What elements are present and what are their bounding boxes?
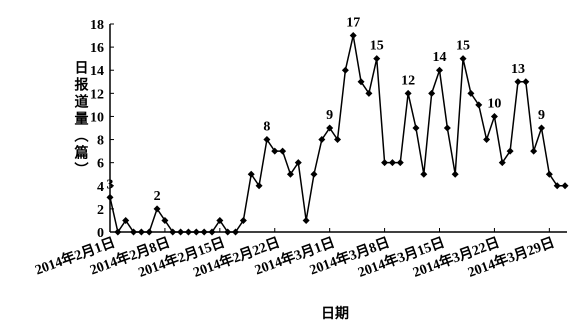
point [302, 216, 310, 224]
point [232, 228, 240, 236]
point [514, 78, 522, 86]
y-tick-label: 6 [97, 157, 104, 172]
point [365, 89, 373, 97]
point [239, 216, 247, 224]
point [530, 147, 538, 155]
y-tick-label: 0 [97, 226, 104, 241]
line [109, 35, 566, 234]
point [286, 170, 294, 178]
point [388, 159, 396, 167]
point [553, 182, 561, 190]
point [483, 136, 491, 144]
value-label: 9 [538, 108, 545, 123]
value-label: 14 [433, 50, 447, 65]
y-tick-label: 2 [97, 203, 104, 218]
point [263, 136, 271, 144]
point [381, 159, 389, 167]
point [498, 159, 506, 167]
point [177, 228, 185, 236]
point [506, 147, 514, 155]
point [153, 205, 161, 213]
point [145, 228, 153, 236]
value-label: 17 [346, 16, 360, 31]
x-axis-label: 日期 [321, 306, 349, 322]
point [545, 170, 553, 178]
y-tick-label: 8 [97, 134, 104, 149]
point [294, 159, 302, 167]
y-tick-label: 16 [90, 41, 104, 56]
point [357, 78, 365, 86]
value-label: 8 [263, 120, 270, 135]
point [467, 89, 475, 97]
point [184, 228, 192, 236]
value-label: 15 [456, 39, 470, 54]
point [475, 101, 483, 109]
point [561, 182, 569, 190]
point [271, 147, 279, 155]
point [349, 32, 357, 40]
point [279, 147, 287, 155]
point [122, 216, 130, 224]
point [326, 124, 334, 132]
point [310, 170, 318, 178]
point [373, 55, 381, 63]
value-label: 3 [107, 177, 114, 192]
point [412, 124, 420, 132]
point [459, 55, 467, 63]
value-label: 9 [326, 108, 333, 123]
point [192, 228, 200, 236]
value-label: 2 [154, 189, 161, 204]
point [420, 170, 428, 178]
y-tick-label: 4 [97, 180, 104, 195]
point [161, 216, 169, 224]
point [255, 182, 263, 190]
point [318, 136, 326, 144]
point [247, 170, 255, 178]
point [130, 228, 138, 236]
point [443, 124, 451, 132]
point [538, 124, 546, 132]
point [137, 228, 145, 236]
point [490, 112, 498, 120]
point [169, 228, 177, 236]
point [522, 78, 530, 86]
point [396, 159, 404, 167]
point [334, 136, 342, 144]
point [436, 66, 444, 74]
point [106, 193, 114, 201]
y-tick-label: 14 [90, 64, 104, 79]
point [114, 228, 122, 236]
point [341, 66, 349, 74]
value-label: 10 [487, 96, 501, 111]
point [451, 170, 459, 178]
value-label: 15 [370, 39, 384, 54]
y-tick-label: 18 [90, 18, 104, 33]
value-label: 13 [511, 62, 525, 77]
y-tick-label: 12 [90, 87, 104, 102]
y-tick-label: 10 [90, 110, 104, 125]
point [404, 89, 412, 97]
y-axis-label: 日报道量（篇） [73, 60, 90, 179]
point [224, 228, 232, 236]
value-label: 12 [401, 73, 415, 88]
point [216, 216, 224, 224]
point [200, 228, 208, 236]
point [208, 228, 216, 236]
point [428, 89, 436, 97]
